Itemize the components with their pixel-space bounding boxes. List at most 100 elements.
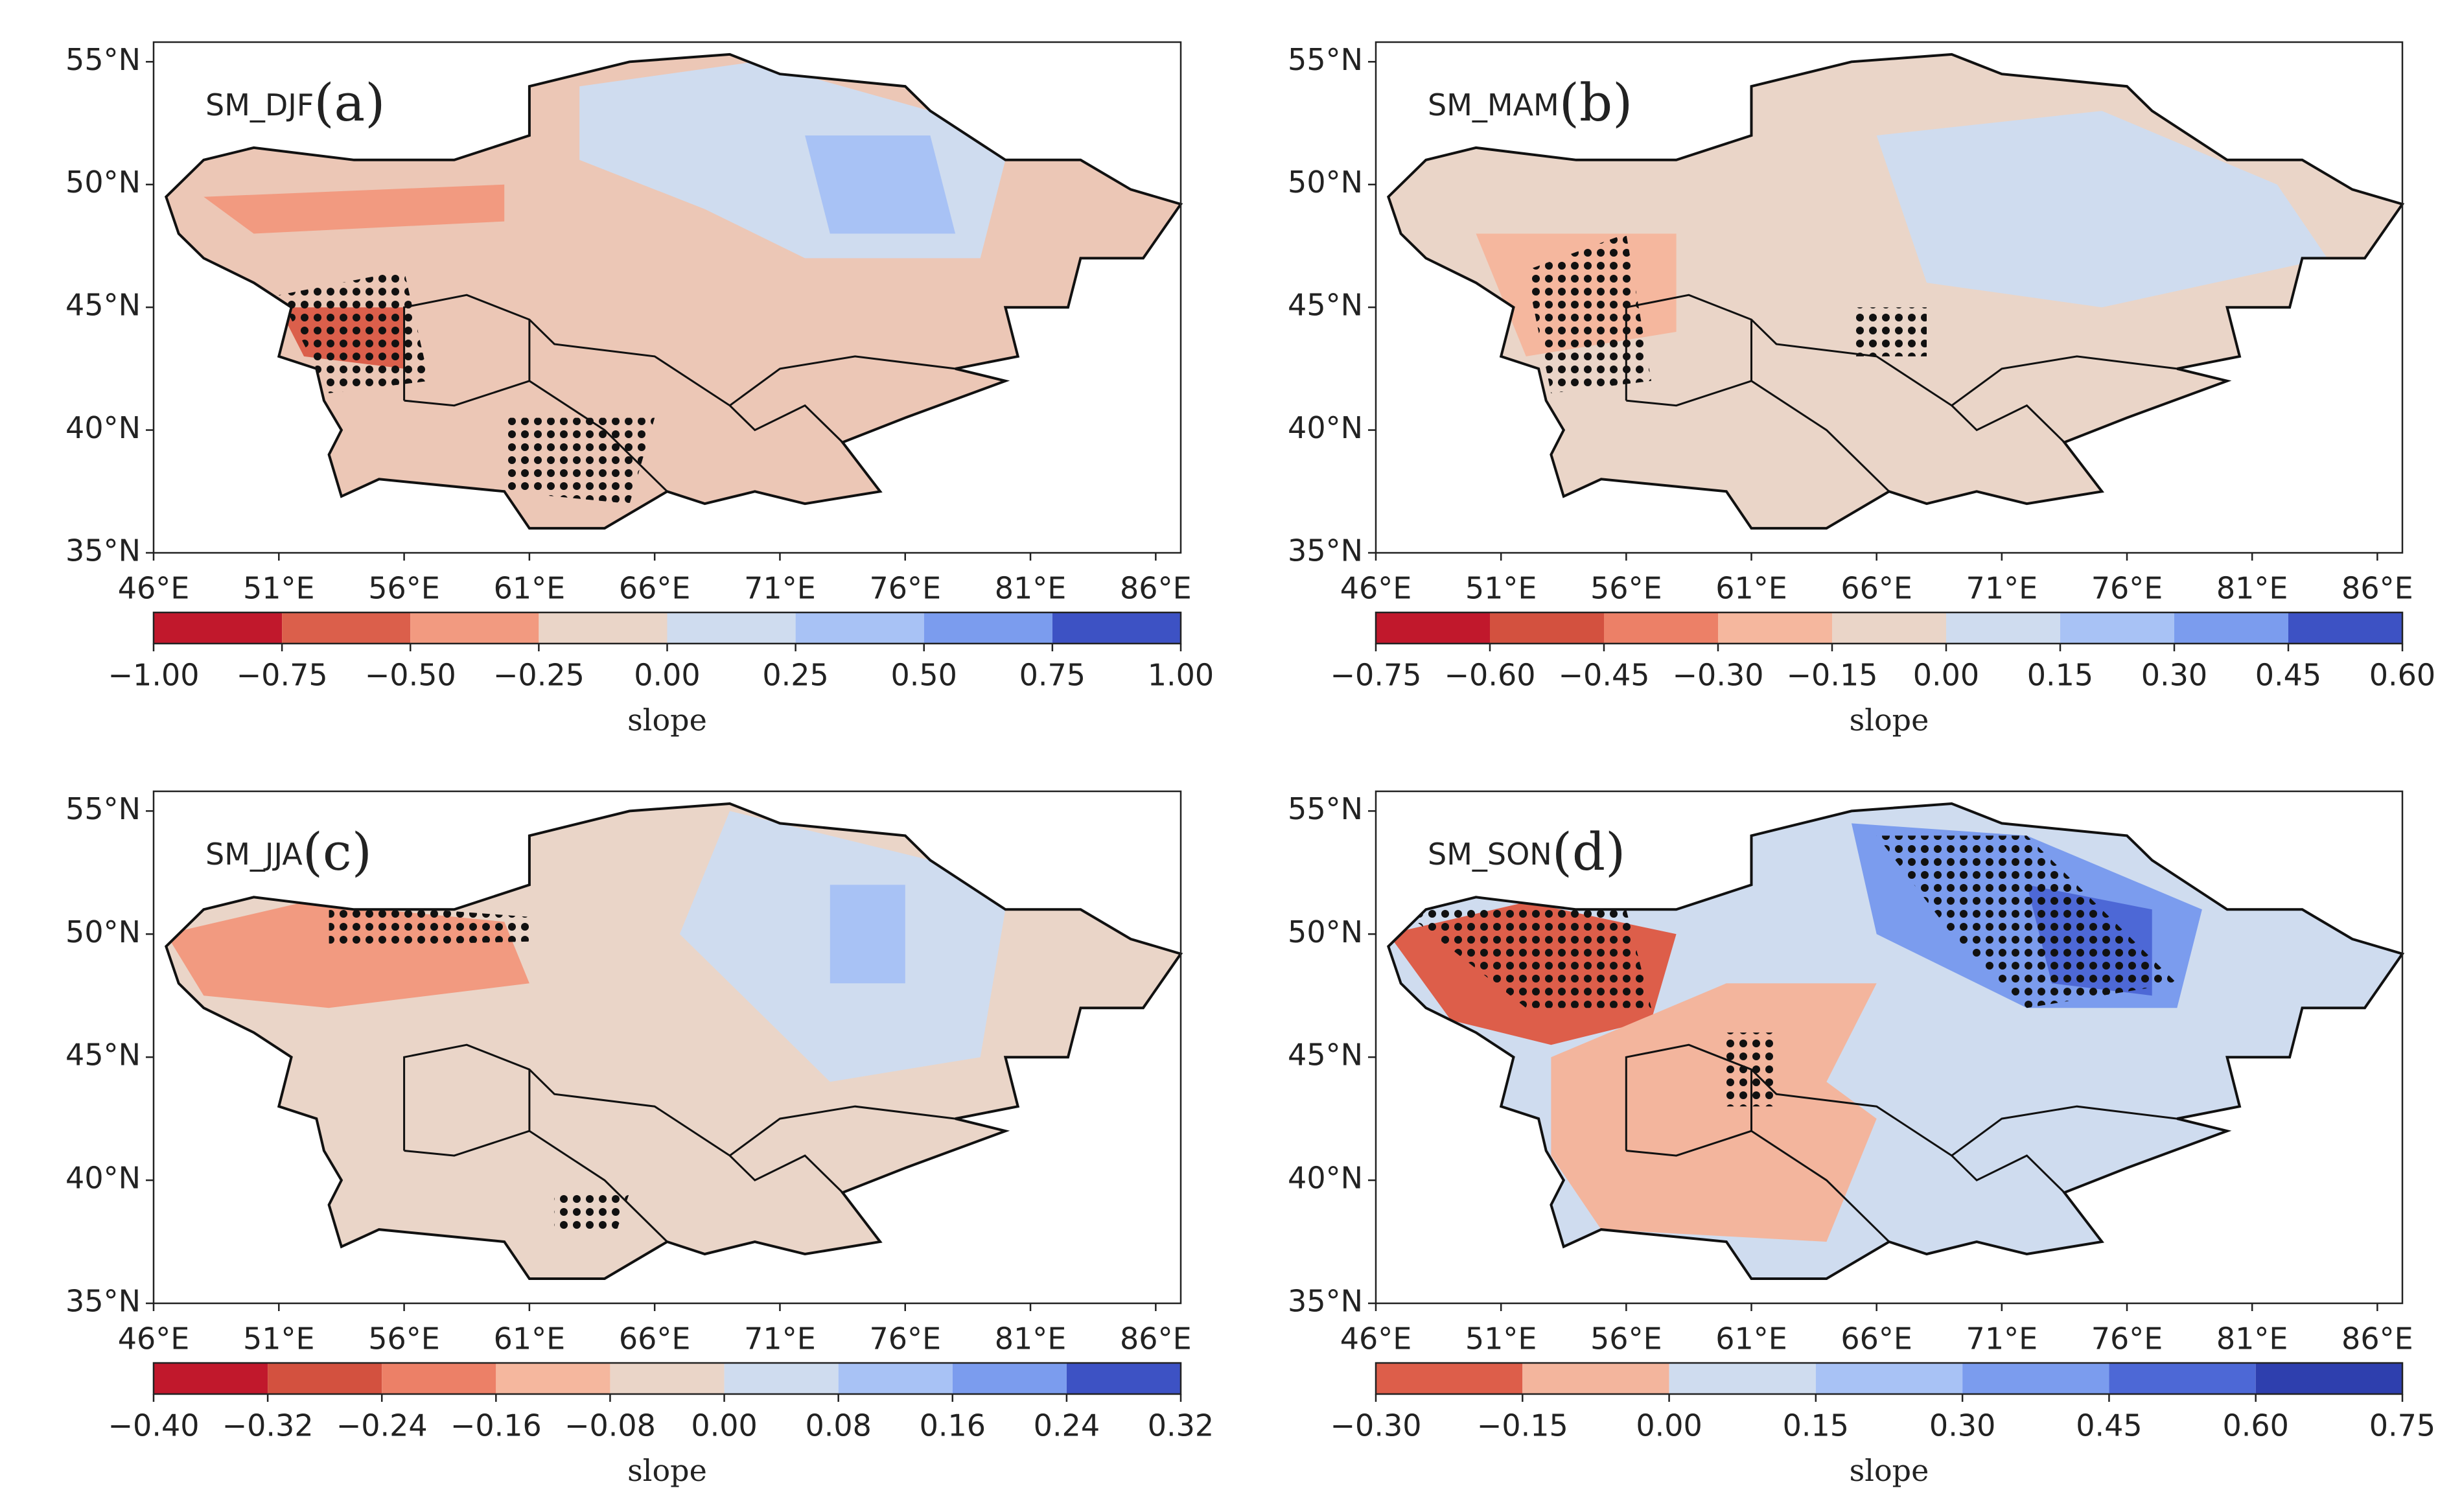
trend-patch [203, 184, 505, 234]
y-tick-label: 45°N [1288, 288, 1363, 323]
colorbar-bin [268, 1363, 382, 1394]
x-tick-label: 81°E [995, 571, 1067, 606]
region-outline [165, 802, 1183, 1280]
country-border [404, 1130, 530, 1157]
map-panel: 46°E 51°E 56°E 61°E 66°E 71°E 76°E 81°E 86°E 35°N… [65, 790, 1214, 1488]
colorbar-tick-label: −0.32 [222, 1408, 314, 1443]
colorbar-tick-label: 0.30 [2141, 658, 2207, 693]
x-tick-label: 46°E [118, 571, 190, 606]
x-tick-label: 61°E [494, 1321, 566, 1356]
x-tick-label: 46°E [1340, 1321, 1412, 1356]
colorbar-tick-label: −0.30 [1330, 1408, 1422, 1443]
colorbar-tick-label: −0.15 [1787, 658, 1878, 693]
x-tick-label: 61°E [1715, 1321, 1787, 1356]
x-tick-label: 71°E [1966, 571, 2038, 606]
y-tick-label: 55°N [65, 791, 141, 826]
y-tick-label: 50°N [1288, 165, 1363, 200]
significance-dots [1526, 233, 1651, 393]
country-border [1626, 380, 1752, 407]
y-tick-label: 40°N [1288, 1161, 1363, 1196]
country-border [1626, 1130, 1752, 1157]
panel-label: (d) [1552, 822, 1626, 882]
panel-label: (c) [303, 822, 372, 882]
colorbar-tick-label: 0.16 [920, 1408, 986, 1443]
map-fill [1388, 54, 2402, 529]
y-tick-label: 45°N [1288, 1038, 1363, 1073]
significance-dots [329, 901, 529, 947]
y-tick-label: 40°N [65, 1161, 141, 1196]
colorbar-bin [1376, 1363, 1523, 1394]
x-tick-label: 86°E [2341, 1321, 2413, 1356]
colorbar-bin [1490, 612, 1604, 644]
x-tick-label: 76°E [869, 1321, 941, 1356]
colorbar-bin [1832, 612, 1946, 644]
x-tick-label: 66°E [619, 571, 691, 606]
y-tick-label: 35°N [1288, 533, 1363, 568]
country-border [1625, 294, 2227, 407]
map-fill [166, 54, 1181, 529]
map-fill [1388, 804, 2402, 1279]
colorbar-bin [1815, 1363, 1963, 1394]
significance-dots [504, 417, 655, 504]
axes-frame [152, 41, 1182, 554]
trend-patch [1551, 983, 1877, 1242]
colorbar-bin [795, 612, 924, 644]
x-tick-label: 66°E [1841, 571, 1912, 606]
trend-patch [830, 885, 905, 984]
colorbar-bin [923, 612, 1052, 644]
x-tick-label: 81°E [2216, 571, 2288, 606]
colorbar-frame [1375, 611, 2404, 645]
colorbar-tick-label: −0.15 [1477, 1408, 1568, 1443]
x-tick-label: 56°E [368, 571, 440, 606]
x-tick-label: 46°E [1340, 571, 1412, 606]
country-border [1750, 320, 1890, 493]
country-border [404, 380, 530, 407]
country-border [1750, 1069, 1890, 1243]
significance-dots [1852, 307, 1927, 356]
country-border [1625, 1043, 2227, 1157]
colorbar-bin [1669, 1363, 1816, 1394]
x-tick-label: 71°E [744, 1321, 816, 1356]
x-tick-label: 61°E [494, 571, 566, 606]
y-tick-label: 55°N [65, 42, 141, 77]
x-tick-label: 71°E [1966, 1321, 2038, 1356]
colorbar-tick-label: 0.60 [2223, 1408, 2289, 1443]
significance-dots [1400, 909, 1651, 1008]
panel-title: SM_JJA(c) [205, 822, 372, 882]
colorbar-tick-label: −0.25 [493, 658, 585, 693]
x-tick-label: 76°E [2091, 571, 2163, 606]
colorbar-bin [496, 1363, 610, 1394]
panel-title: SM_DJF(a) [205, 73, 385, 133]
axes-frame [1375, 41, 2404, 554]
colorbar-bin [1522, 1363, 1669, 1394]
colorbar-tick-label: −0.40 [108, 1408, 200, 1443]
colorbar-bin [2174, 612, 2288, 644]
x-tick-label: 86°E [1120, 571, 1192, 606]
colorbar-tick-label: 0.75 [2369, 1408, 2435, 1443]
colorbar-bin [838, 1363, 953, 1394]
panel-label: (a) [314, 73, 385, 133]
colorbar-bin [154, 1363, 268, 1394]
colorbar-frame [1375, 1362, 2404, 1395]
x-tick-label: 86°E [1120, 1321, 1192, 1356]
map-panel: 46°E 51°E 56°E 61°E 66°E 71°E 76°E 81°E 86°E 35°N… [1288, 41, 2435, 738]
title-text: SM_SON [1428, 837, 1552, 872]
country-border [528, 1069, 668, 1243]
significance-dots [554, 1192, 630, 1230]
colorbar-bin [1604, 612, 1718, 644]
country-border [403, 1043, 1006, 1157]
x-tick-label: 56°E [1590, 1321, 1662, 1356]
colorbar-tick-label: 0.30 [1929, 1408, 1995, 1443]
x-tick-label: 56°E [368, 1321, 440, 1356]
colorbar-bin [539, 612, 668, 644]
trend-patch [1876, 111, 2328, 308]
colorbar-tick-label: 0.75 [1019, 658, 1086, 693]
colorbar-tick-label: −0.60 [1445, 658, 1536, 693]
title-text: SM_MAM [1428, 87, 1559, 122]
colorbar-tick-label: 0.15 [2027, 658, 2093, 693]
colorbar-label: slope [1850, 1453, 1929, 1488]
colorbar-tick-label: −0.24 [336, 1408, 428, 1443]
country-border [528, 320, 668, 493]
title-text: SM_DJF [205, 87, 314, 122]
